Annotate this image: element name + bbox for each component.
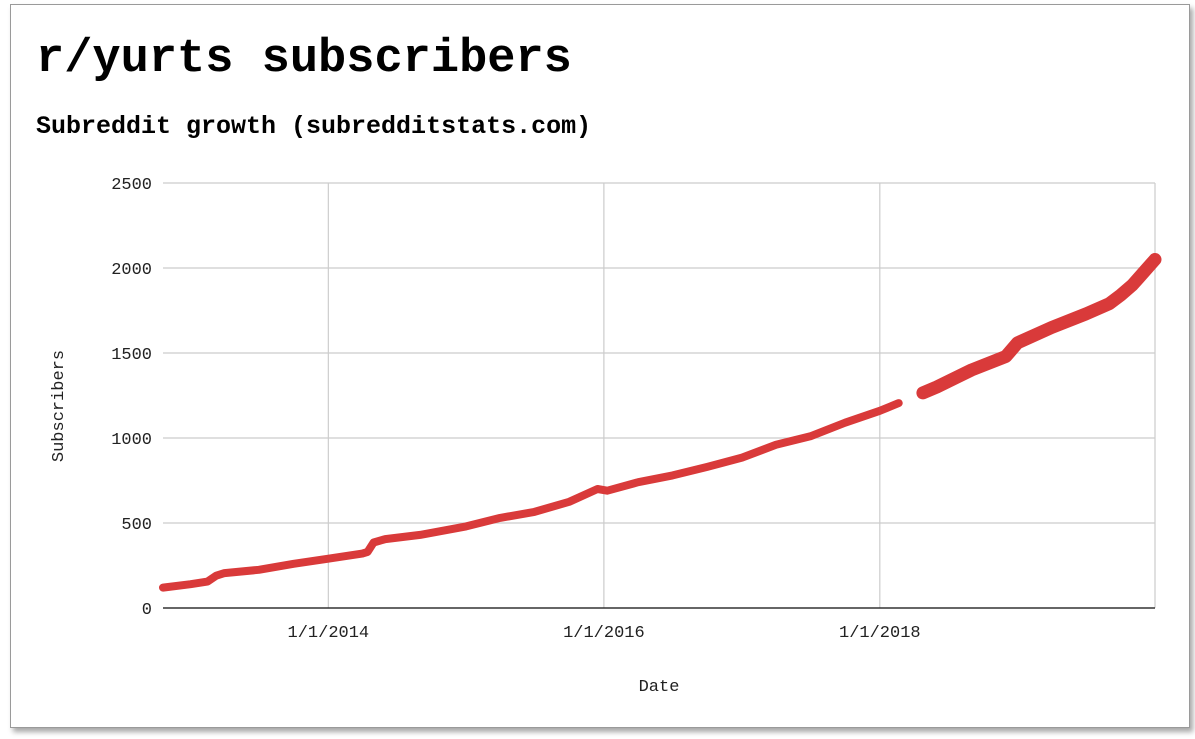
gridlines [163,182,1156,608]
x-axis-label: Date [639,678,680,697]
series-group [159,253,1162,592]
series-line-1 [159,399,903,592]
y-tick-label: 1500 [111,346,152,365]
series-line-2 [916,253,1162,400]
y-tick-label: 500 [121,516,152,535]
y-tick-label: 2500 [111,176,152,195]
x-tick-label: 1/1/2018 [839,624,921,643]
y-tick-label: 2000 [111,261,152,280]
y-tick-label: 1000 [111,431,152,450]
y-axis-ticks: 0 500 1000 1500 2000 2500 [111,176,152,620]
chart-subtitle: Subreddit growth (subredditstats.com) [36,112,592,141]
chart-title: r/yurts subscribers [36,33,572,86]
x-axis-ticks: 1/1/2014 1/1/2016 1/1/2018 [288,624,921,643]
y-tick-label: 0 [142,601,152,620]
x-tick-label: 1/1/2016 [563,624,645,643]
y-axis-label: Subscribers [50,350,69,462]
x-tick-label: 1/1/2014 [288,624,370,643]
